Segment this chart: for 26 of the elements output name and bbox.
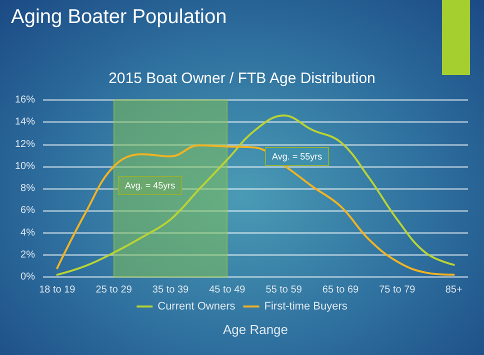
legend-label: First-time Buyers [264,300,348,312]
annotation: Avg. = 45yrs [125,180,176,190]
x-tick-label: 45 to 49 [209,284,246,296]
y-tick-label: 10% [14,160,36,172]
legend-label: Current Owners [158,300,236,312]
x-tick-label: 25 to 29 [96,284,132,296]
x-tick-label: 65 to 69 [322,284,360,296]
y-tick-label: 8% [20,183,36,194]
x-tick-label: 18 to 19 [39,284,76,296]
y-tick-label: 4% [20,227,36,238]
chart-title: Aging Boater Population [11,6,227,28]
y-tick-label: 2% [20,249,36,260]
line-series [56,144,455,276]
annotation: Avg. = 55yrs [272,152,323,162]
x-axis-title: Age Range [222,322,288,337]
y-tick-label: 16% [14,94,36,106]
y-tick-label: 12% [14,138,36,150]
x-tick-label: 85+ [445,284,462,296]
chart-subtitle: 2015 Boat Owner / FTB Age Distribution [108,70,376,87]
line-series [56,114,455,276]
x-tick-label: 35 to 39 [152,284,190,296]
x-tick-label: 55 to 59 [266,284,302,296]
y-tick-label: 14% [14,116,36,128]
y-tick-label: 6% [20,205,36,216]
y-tick-label: 0% [20,272,36,282]
x-tick-label: 75 to 79 [379,284,416,296]
